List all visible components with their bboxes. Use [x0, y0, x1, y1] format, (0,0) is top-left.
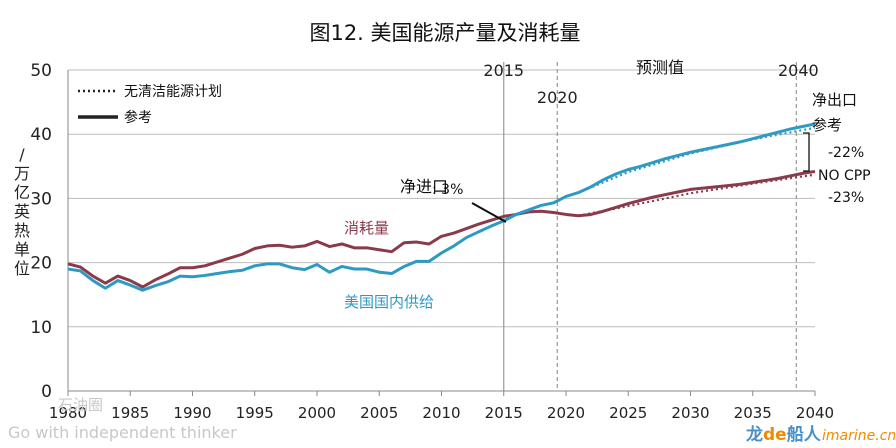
- reference-label: 参考: [812, 116, 842, 134]
- y-label-char: 万: [14, 164, 30, 183]
- net-import-label: 净进口: [400, 177, 448, 196]
- watermark-url: imarine.cn: [822, 428, 896, 444]
- vline-label-2020: 2020: [537, 88, 578, 107]
- legend-label-no-cpp: 无清洁能源计划: [124, 84, 222, 100]
- bracket: [803, 132, 810, 172]
- legend-label-reference: 参考: [124, 109, 152, 126]
- y-tick-labels: 0 10 20 30 40 50: [30, 61, 52, 402]
- y-tick-label: 50: [30, 61, 52, 81]
- series-line-2: [578, 173, 816, 217]
- watermarks: 石油圈 Go with independent thinker 龙de船人 im…: [8, 396, 896, 445]
- no-cpp-label: NO CPP: [818, 168, 871, 184]
- x-tick-label: 2040: [796, 404, 834, 422]
- vline-label-2040: 2040: [778, 61, 819, 80]
- y-tick-label: 40: [30, 125, 52, 145]
- x-tick-label: 2015: [485, 404, 523, 422]
- axes: [67, 70, 816, 396]
- y-label-char: 英: [14, 202, 30, 221]
- series-line-3: [578, 126, 816, 194]
- legend: 无清洁能源计划 参考: [78, 84, 222, 126]
- y-label-char: 热: [14, 221, 30, 240]
- x-tick-label: 2030: [671, 404, 709, 422]
- consumption-label: 消耗量: [344, 219, 389, 237]
- x-tick-labels: 1980 1985 1990 1995 2000 2005 2010 2015 2020 2025…: [49, 404, 834, 422]
- net-import-pointer: [471, 202, 507, 223]
- y-label-char: 单: [14, 240, 30, 259]
- series-line-1: [67, 122, 816, 292]
- series-line-0: [67, 169, 816, 289]
- x-tick-label: 2000: [298, 404, 336, 422]
- series-lines: [67, 122, 816, 292]
- projection-markers: 2015 2020 2040: [483, 61, 819, 391]
- net-import-value: : 3%: [432, 182, 463, 198]
- y-label-char: 亿: [14, 183, 30, 202]
- y-label-char: /: [19, 145, 25, 164]
- x-tick-label: 2020: [547, 404, 585, 422]
- y-tick-label: 20: [30, 254, 52, 274]
- pct-23: -23%: [828, 190, 864, 206]
- x-tick-label: 1990: [173, 404, 211, 422]
- x-tick-label: 2025: [609, 404, 647, 422]
- vline-label-2015: 2015: [483, 61, 524, 80]
- watermark-logo-text: 石油圈: [58, 396, 103, 414]
- x-tick-label: 2010: [422, 404, 460, 422]
- x-tick-label: 2035: [734, 404, 772, 422]
- x-tick-label: 1995: [236, 404, 274, 422]
- y-tick-label: 30: [30, 189, 52, 209]
- annotations: 预测值 消耗量 美国国内供给 净进口 : 3% 净出口 参考 -22% NO C…: [344, 58, 871, 311]
- x-tick-label: 2005: [360, 404, 398, 422]
- x-tick-label: 1980: [49, 404, 87, 422]
- y-label-char: 位: [14, 259, 30, 278]
- watermark-tagline: Go with independent thinker: [8, 423, 237, 442]
- grid-lines: [68, 69, 815, 328]
- chart-title: 图12. 美国能源产量及消耗量: [309, 21, 580, 45]
- pct-22: -22%: [828, 145, 864, 161]
- watermark-brand: 龙de船人: [745, 424, 822, 445]
- y-tick-label: 10: [30, 318, 52, 338]
- x-tick-label: 1985: [111, 404, 149, 422]
- supply-label: 美国国内供给: [344, 293, 434, 311]
- net-export-label: 净出口: [812, 91, 857, 109]
- projection-label: 预测值: [636, 58, 684, 77]
- y-tick-label: 0: [41, 382, 52, 402]
